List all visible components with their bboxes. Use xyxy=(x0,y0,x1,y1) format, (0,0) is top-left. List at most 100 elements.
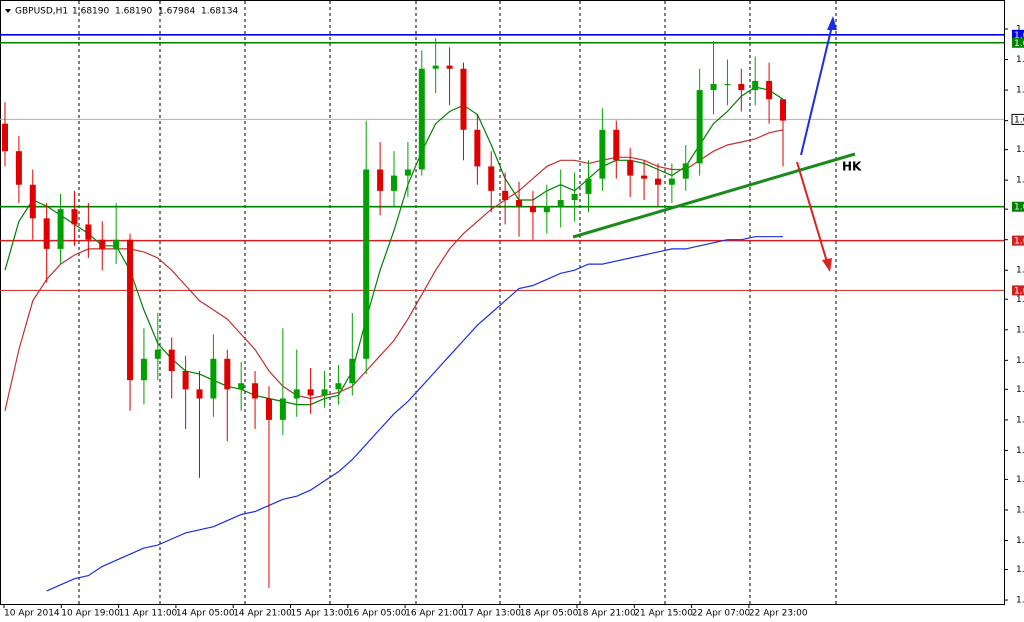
level-box xyxy=(1012,285,1024,296)
candle-body xyxy=(599,129,606,179)
chart-layer: 1.68190 1.68190 1.67984 1.68134 1.68430 1.683… xyxy=(0,7,1024,619)
candle-body xyxy=(738,83,745,91)
candle-body xyxy=(377,169,384,191)
candle-body xyxy=(2,123,8,152)
header-value: 1.68190 xyxy=(72,7,109,17)
candle-body xyxy=(15,151,22,185)
y-tick-label: 1.67250 xyxy=(1016,385,1024,395)
y-tick-label: 1.67640 xyxy=(1016,266,1024,276)
candle-body xyxy=(321,389,328,396)
x-tick-label: 15 Apr 13:00 xyxy=(291,609,350,619)
candle-body xyxy=(265,398,272,420)
level-box xyxy=(1012,37,1024,48)
candle-body xyxy=(363,169,370,359)
level-label: 1.67848 xyxy=(1014,203,1024,213)
y-tick-label: 1.66955 xyxy=(1016,475,1024,485)
level-box xyxy=(1012,201,1024,212)
x-tick-label: 10 Apr 2014 xyxy=(4,609,60,619)
arrow-down xyxy=(796,161,828,263)
candle-body xyxy=(85,224,92,240)
candle-body xyxy=(224,358,231,390)
candle-body xyxy=(641,175,648,179)
level-box xyxy=(1012,29,1024,40)
current-price-box xyxy=(1011,113,1024,125)
y-tick-label: 1.67445 xyxy=(1016,325,1024,335)
candle-body xyxy=(474,129,481,167)
y-tick-label: 1.68430 xyxy=(1016,25,1024,35)
candle-body xyxy=(196,389,203,399)
x-tick-label: 17 Apr 13:00 xyxy=(462,609,521,619)
candle-body xyxy=(654,178,661,185)
y-tick-label: 1.67545 xyxy=(1016,295,1024,305)
level-label: 1.67737 xyxy=(1014,237,1024,247)
candle-body xyxy=(557,200,564,207)
moving-average xyxy=(4,86,784,406)
y-tick-label: 1.66855 xyxy=(1016,505,1024,515)
x-tick-label: 16 Apr 21:00 xyxy=(405,609,464,619)
candle-body xyxy=(710,83,717,91)
candle-body xyxy=(766,80,773,100)
candle-body xyxy=(613,129,620,161)
candle-body xyxy=(113,239,120,249)
y-tick-label: 1.68330 xyxy=(1016,55,1024,65)
y-tick-label: 1.66755 xyxy=(1016,536,1024,546)
candle-body xyxy=(529,206,536,213)
header-value: 1.67984 xyxy=(158,7,195,17)
candle-body xyxy=(571,193,578,201)
x-tick-label: 16 Apr 05:00 xyxy=(348,609,407,619)
y-tick-label: 1.67050 xyxy=(1016,446,1024,456)
header-value: 1.68190 xyxy=(115,7,152,17)
x-tick-label: 11 Apr 11:00 xyxy=(119,609,178,619)
candle-body xyxy=(404,169,411,176)
plot-frame xyxy=(0,0,1005,605)
candle-body xyxy=(724,83,731,85)
y-tick-label: 1.67935 xyxy=(1016,176,1024,186)
level-label: 1.68385 xyxy=(1014,39,1024,49)
day-separators xyxy=(78,1,837,604)
candle-body xyxy=(488,166,495,191)
candle-body xyxy=(99,239,106,249)
candle-body xyxy=(71,209,78,225)
candle-body xyxy=(238,383,245,390)
trend-line xyxy=(572,152,856,239)
x-tick-label: 21 Apr 15:00 xyxy=(634,609,693,619)
header-value: 1.68134 xyxy=(201,7,238,17)
moving-average xyxy=(4,129,784,411)
annotation: HK xyxy=(842,160,862,174)
candle-body xyxy=(446,65,453,69)
x-tick-label: 14 Apr 21:00 xyxy=(233,609,292,619)
level-label: 1.67574 xyxy=(1014,286,1024,296)
candle-body xyxy=(585,178,592,194)
x-tick-label: 18 Apr 21:00 xyxy=(577,609,636,619)
y-tick-label: 1.66660 xyxy=(1016,565,1024,575)
candle-body xyxy=(391,175,397,191)
candle-body xyxy=(516,200,523,207)
candle-body xyxy=(29,184,36,219)
candle-body xyxy=(140,358,147,381)
candle-body xyxy=(627,160,634,176)
candle-body xyxy=(543,206,550,213)
x-tick-label: 22 Apr 07:00 xyxy=(692,609,751,619)
candle-body xyxy=(57,209,64,249)
level-box xyxy=(1012,235,1024,246)
candle-body xyxy=(752,80,759,91)
x-tick-label: 18 Apr 05:00 xyxy=(520,609,579,619)
candle-body xyxy=(127,239,134,381)
current-price-label: 1.68134 xyxy=(1014,115,1024,125)
candle-body xyxy=(307,389,314,396)
candle-body xyxy=(182,371,189,390)
candle-body xyxy=(252,383,259,399)
candle-body xyxy=(460,68,467,130)
arrow-up-head xyxy=(827,16,837,30)
x-tick-label: 14 Apr 05:00 xyxy=(176,609,235,619)
arrow-up xyxy=(800,25,833,156)
candle-body xyxy=(168,349,175,372)
candle-body xyxy=(154,349,161,359)
candle-body xyxy=(293,389,300,399)
candle-body xyxy=(349,358,356,384)
candle-body xyxy=(432,65,439,69)
candle-body xyxy=(696,90,703,164)
